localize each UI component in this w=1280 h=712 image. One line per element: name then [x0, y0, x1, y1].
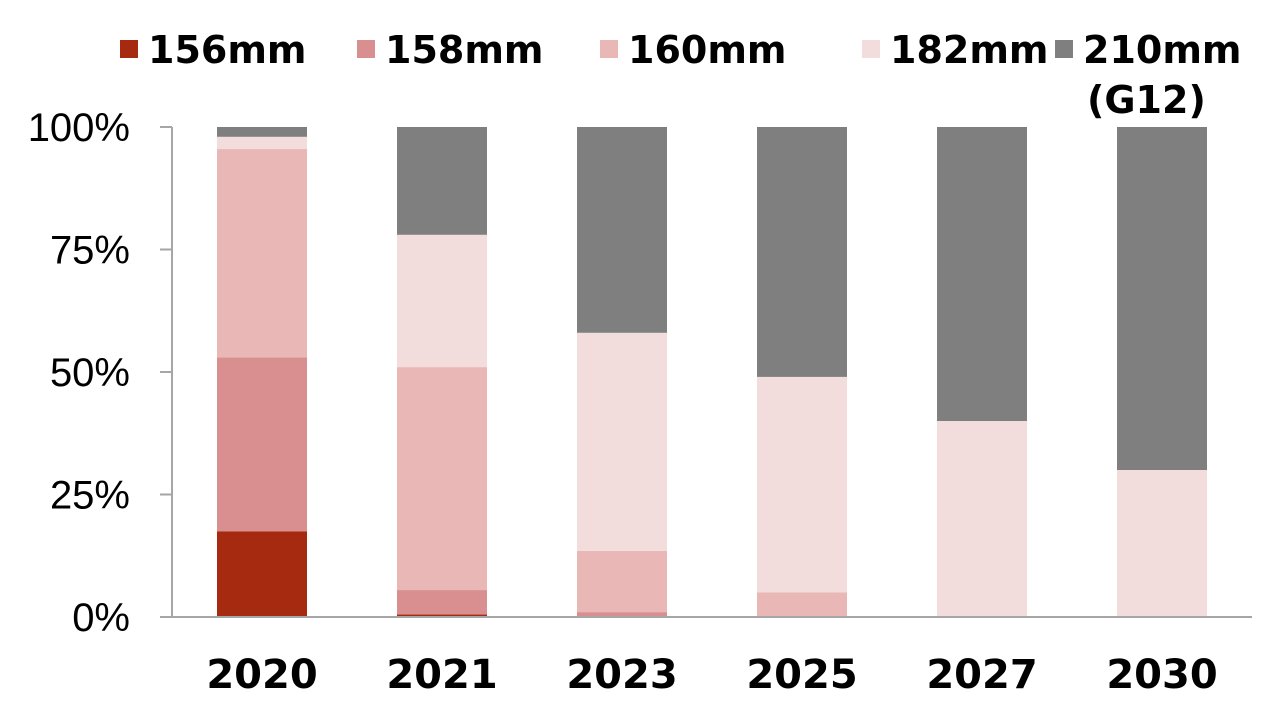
y-tick-label: 50% — [50, 351, 130, 395]
bar-segment-160mm-2020 — [217, 149, 307, 358]
legend-label: 156mm — [148, 28, 307, 72]
bar-stack-2023 — [577, 127, 667, 617]
legend-item-160mm: 160mm — [600, 28, 787, 72]
y-tick-label: 25% — [50, 474, 130, 518]
y-axis: 0% 25% 50% 75% 100% — [28, 106, 173, 640]
bars — [217, 127, 1207, 617]
x-axis: 2020 2021 2023 2025 2027 2030 — [172, 616, 1252, 698]
bar-segment-210mm-2030 — [1117, 127, 1207, 470]
bar-segment-156mm-2020 — [217, 531, 307, 617]
bar-segment-160mm-2025 — [757, 592, 847, 617]
y-tick-label: 75% — [50, 229, 130, 273]
legend-label: 182mm — [890, 28, 1049, 72]
bar-segment-210mm-2021 — [397, 127, 487, 235]
bar-stack-2021 — [397, 127, 487, 617]
legend-swatch — [600, 40, 618, 58]
y-tick-label: 0% — [72, 596, 130, 640]
legend-swatch — [120, 40, 138, 58]
bar-segment-182mm-2023 — [577, 332, 667, 551]
legend-item-156mm: 156mm — [120, 28, 307, 72]
bar-segment-210mm-2023 — [577, 127, 667, 333]
legend-item-182mm: 182mm — [862, 28, 1049, 72]
legend-sublabel: (G12) — [1087, 78, 1206, 122]
bar-segment-158mm-2021 — [397, 590, 487, 615]
x-tick-label-2020: 2020 — [206, 652, 317, 698]
y-tick-label: 100% — [28, 106, 130, 150]
bar-segment-160mm-2023 — [577, 550, 667, 613]
legend-swatch — [1055, 40, 1073, 58]
bar-stack-2020 — [217, 127, 307, 617]
legend: 156mm 158mm 160mm 182mm 210mm (G12) — [120, 28, 1242, 122]
legend-item-158mm: 158mm — [357, 28, 544, 72]
bar-segment-158mm-2020 — [217, 357, 307, 532]
x-tick-label-2023: 2023 — [566, 652, 677, 698]
x-tick-label-2027: 2027 — [926, 652, 1037, 698]
bar-stack-2025 — [757, 127, 847, 617]
bar-segment-182mm-2021 — [397, 234, 487, 368]
bar-stack-2030 — [1117, 127, 1207, 617]
bar-segment-182mm-2025 — [757, 376, 847, 593]
bar-segment-156mm-2021 — [397, 614, 487, 617]
x-tick-label-2030: 2030 — [1106, 652, 1217, 698]
bar-segment-210mm-2027 — [937, 127, 1027, 421]
bar-stack-2027 — [937, 127, 1027, 617]
x-tick-label-2021: 2021 — [386, 652, 497, 698]
legend-label: 210mm — [1083, 28, 1242, 72]
legend-label: 158mm — [385, 28, 544, 72]
legend-swatch — [357, 40, 375, 58]
bar-segment-182mm-2027 — [937, 421, 1027, 617]
bar-segment-160mm-2021 — [397, 367, 487, 591]
legend-swatch — [862, 40, 880, 58]
x-tick-label-2025: 2025 — [746, 652, 857, 698]
bar-segment-182mm-2030 — [1117, 470, 1207, 617]
bar-segment-182mm-2020 — [217, 136, 307, 150]
bar-segment-210mm-2025 — [757, 127, 847, 377]
bar-segment-210mm-2020 — [217, 127, 307, 137]
bar-segment-158mm-2023 — [577, 612, 667, 617]
legend-item-210mm: 210mm (G12) — [1055, 28, 1242, 122]
legend-label: 160mm — [628, 28, 787, 72]
